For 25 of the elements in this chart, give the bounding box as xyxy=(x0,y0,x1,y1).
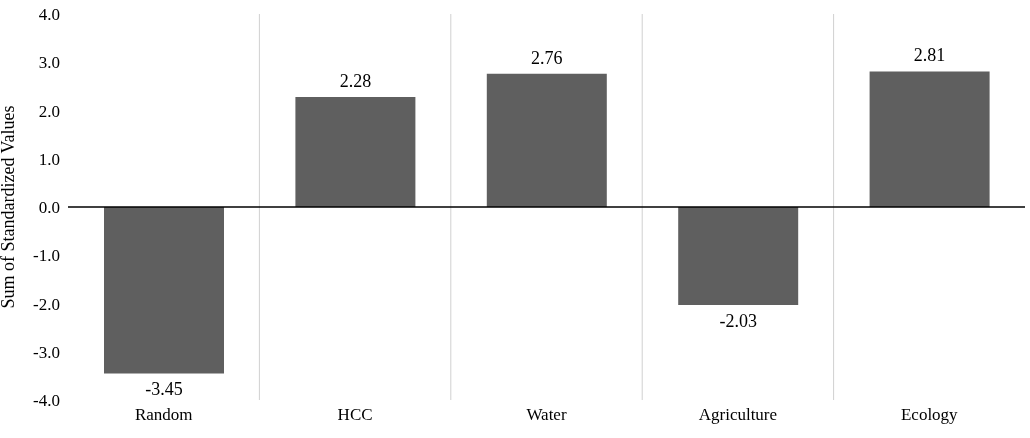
bar xyxy=(486,73,607,207)
bar xyxy=(104,207,224,374)
x-tick-label: Agriculture xyxy=(698,405,778,425)
bar xyxy=(295,96,416,207)
data-label: 2.28 xyxy=(339,70,372,91)
y-tick-label: 1.0 xyxy=(38,149,60,169)
y-tick-label: 0.0 xyxy=(38,198,60,218)
x-tick-label: Ecology xyxy=(900,405,959,425)
y-tick-label: -1.0 xyxy=(33,246,60,266)
y-tick-label: 4.0 xyxy=(38,5,60,25)
data-label: -2.03 xyxy=(719,310,757,331)
bar xyxy=(869,71,990,207)
y-axis-title: Sum of Standardized Values xyxy=(0,105,19,309)
y-tick-label: -2.0 xyxy=(33,294,60,314)
x-tick-label: Water xyxy=(526,405,567,425)
data-label: -3.45 xyxy=(145,379,183,400)
y-tick-label: 3.0 xyxy=(38,53,60,73)
x-tick-label: HCC xyxy=(337,405,373,425)
data-label: 2.81 xyxy=(913,45,946,66)
y-tick-label: -4.0 xyxy=(33,391,60,411)
y-tick-label: 2.0 xyxy=(38,101,60,121)
x-tick-label: Random xyxy=(134,405,193,425)
data-label: 2.76 xyxy=(531,47,563,68)
bar xyxy=(678,207,799,305)
y-tick-label: -3.0 xyxy=(33,342,60,362)
